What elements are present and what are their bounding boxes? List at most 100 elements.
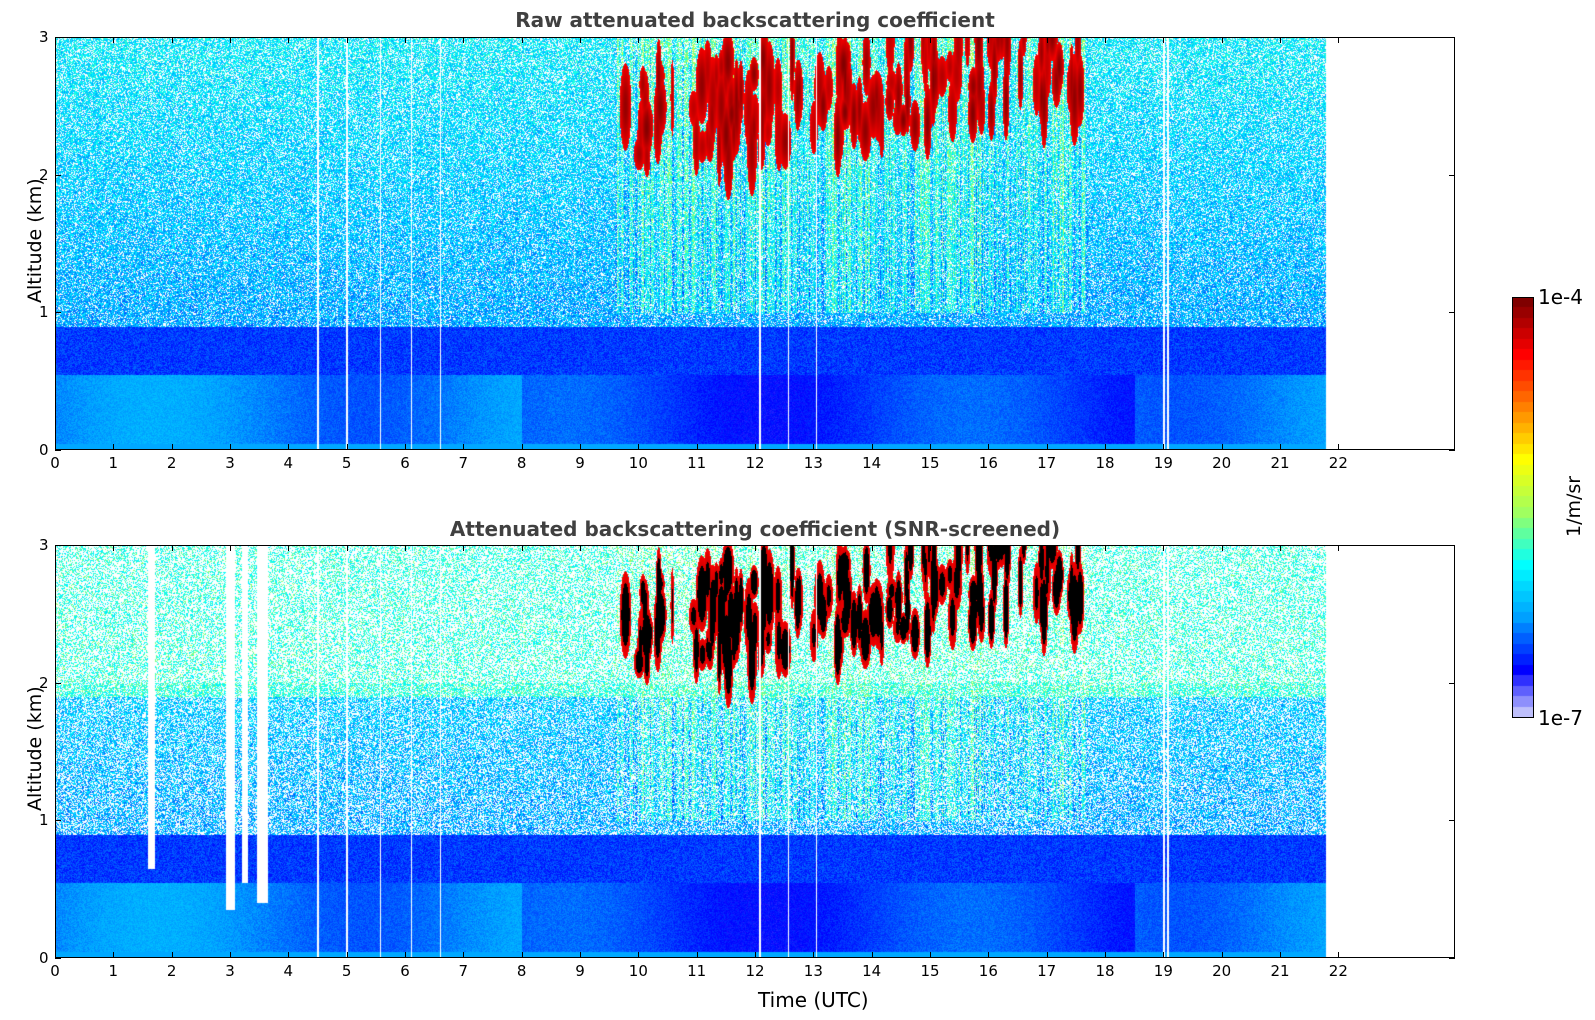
x-tick-mark <box>55 545 56 551</box>
x-tick-label: 10 <box>628 962 648 980</box>
x-tick-label: 1 <box>108 962 119 980</box>
y-tick-label: 1 <box>39 811 49 830</box>
x-tick-label: 14 <box>862 962 882 980</box>
x-tick-mark <box>346 444 348 450</box>
x-tick-mark <box>171 37 173 43</box>
x-tick-label: 0 <box>50 962 60 980</box>
x-tick-mark <box>463 545 465 551</box>
x-tick-mark <box>1163 37 1165 43</box>
x-tick-label: 2 <box>166 454 177 472</box>
x-tick-mark <box>1221 37 1223 43</box>
x-tick-mark <box>580 952 581 958</box>
x-tick-label: 19 <box>1153 454 1173 472</box>
x-tick-label: 22 <box>1328 962 1348 980</box>
x-tick-mark <box>930 545 931 551</box>
y-tick-label: 1 <box>39 303 49 322</box>
colorbar-frame <box>1512 297 1534 718</box>
x-tick-mark <box>288 37 290 43</box>
x-tick-label: 1 <box>108 454 119 472</box>
x-tick-mark <box>1046 444 1048 450</box>
x-tick-mark <box>988 37 990 43</box>
x-tick-label: 19 <box>1153 962 1173 980</box>
x-tick-mark <box>930 444 931 450</box>
x-tick-mark <box>755 952 756 958</box>
x-tick-mark <box>871 444 873 450</box>
y-tick-label: 0 <box>39 949 49 967</box>
x-tick-mark <box>871 37 873 43</box>
x-tick-label: 18 <box>1095 454 1115 472</box>
x-tick-mark <box>1105 952 1106 958</box>
x-tick-mark <box>813 444 815 450</box>
x-tick-label: 20 <box>1212 962 1232 980</box>
x-tick-label: 3 <box>225 454 235 472</box>
bottom-panel-title: Attenuated backscattering coefficient (S… <box>449 517 1061 541</box>
top-heatmap-plot <box>55 37 1455 450</box>
x-tick-mark <box>638 545 640 551</box>
x-tick-mark <box>580 545 581 551</box>
x-tick-label: 13 <box>803 454 823 472</box>
x-tick-mark <box>813 37 815 43</box>
x-tick-mark <box>55 952 56 958</box>
x-tick-label: 17 <box>1037 962 1057 980</box>
x-tick-label: 4 <box>283 454 294 472</box>
colorbar-unit-label: 1/m/sr <box>1563 475 1585 537</box>
x-tick-label: 7 <box>458 962 469 980</box>
y-tick-mark <box>1449 450 1455 451</box>
x-tick-mark <box>696 37 698 43</box>
x-tick-mark <box>55 444 56 450</box>
x-tick-label: 17 <box>1037 454 1057 472</box>
x-tick-label: 16 <box>978 962 998 980</box>
x-tick-mark <box>463 444 465 450</box>
x-tick-mark <box>1163 545 1165 551</box>
y-tick-mark <box>55 682 61 684</box>
x-tick-label: 11 <box>687 454 707 472</box>
x-tick-mark <box>930 952 931 958</box>
y-tick-mark <box>55 312 61 314</box>
x-tick-mark <box>288 952 290 958</box>
top-panel-title: Raw attenuated backscattering coefficien… <box>515 8 995 32</box>
x-tick-mark <box>1046 952 1048 958</box>
x-tick-mark <box>171 444 173 450</box>
x-tick-label: 12 <box>745 454 765 472</box>
y-tick-mark <box>55 450 61 451</box>
x-tick-label: 13 <box>803 962 823 980</box>
x-tick-mark <box>871 545 873 551</box>
x-tick-mark <box>288 545 290 551</box>
x-tick-mark <box>405 444 406 450</box>
x-tick-label: 5 <box>341 454 352 472</box>
x-tick-mark <box>813 952 815 958</box>
x-tick-label: 10 <box>628 454 648 472</box>
y-tick-label: 2 <box>39 673 49 692</box>
x-tick-mark <box>113 444 115 450</box>
x-tick-mark <box>521 545 523 551</box>
y-tick-label: 3 <box>39 28 49 46</box>
y-tick-mark <box>55 820 61 822</box>
x-tick-mark <box>1338 37 1340 43</box>
x-tick-label: 14 <box>862 454 882 472</box>
y-tick-mark <box>1449 958 1455 959</box>
y-tick-label: 2 <box>39 165 49 184</box>
x-tick-mark <box>113 37 115 43</box>
x-tick-label: 8 <box>516 962 527 980</box>
x-tick-mark <box>288 444 290 450</box>
x-tick-mark <box>1221 952 1223 958</box>
x-tick-mark <box>1280 545 1281 551</box>
colorbar-gradient <box>1512 297 1534 718</box>
x-tick-mark <box>696 952 698 958</box>
y-tick-mark <box>1449 312 1455 314</box>
x-tick-label: 3 <box>225 962 235 980</box>
x-tick-mark <box>521 952 523 958</box>
bottom-plot-frame <box>55 545 1455 958</box>
x-tick-label: 0 <box>50 454 60 472</box>
x-tick-mark <box>463 37 465 43</box>
x-tick-mark <box>755 37 756 43</box>
x-tick-mark <box>638 952 640 958</box>
y-tick-label: 3 <box>39 536 49 554</box>
x-tick-mark <box>696 545 698 551</box>
x-tick-mark <box>1221 444 1223 450</box>
x-tick-mark <box>1163 444 1165 450</box>
x-tick-mark <box>405 545 406 551</box>
x-tick-label: 15 <box>920 962 940 980</box>
x-tick-label: 8 <box>516 454 527 472</box>
x-tick-mark <box>1338 444 1340 450</box>
